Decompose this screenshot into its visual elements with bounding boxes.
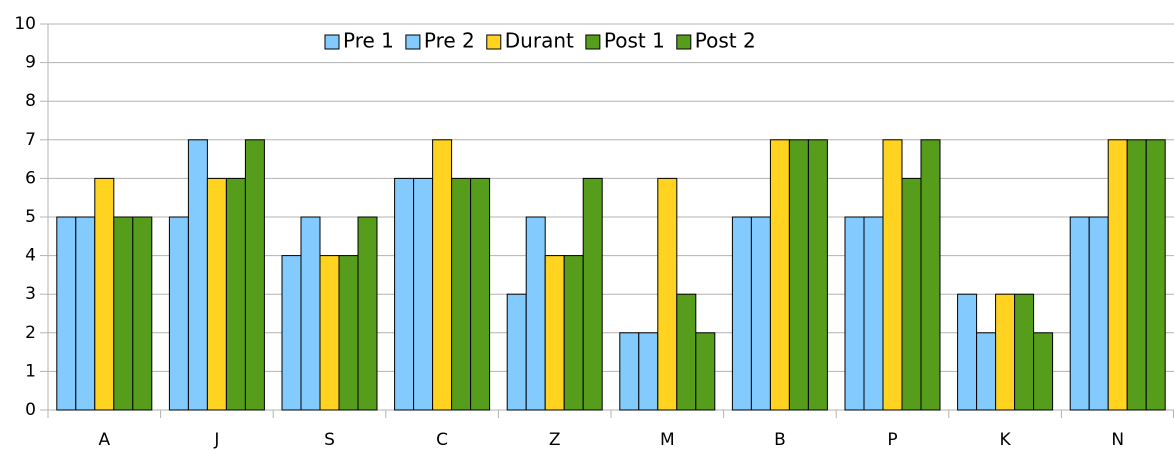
bar — [300, 216, 321, 411]
x-tick-label: C — [436, 430, 448, 450]
y-tick-label: 9 — [25, 53, 36, 73]
bar — [75, 216, 96, 411]
bar — [807, 139, 828, 411]
y-tick-label: 1 — [25, 361, 36, 381]
legend-swatch — [405, 34, 421, 50]
x-tick-label: N — [1111, 430, 1124, 450]
bar — [1014, 293, 1035, 411]
x-tick-label: J — [213, 430, 219, 450]
bar — [413, 177, 434, 411]
bar — [281, 255, 302, 411]
bar — [731, 216, 752, 411]
bar — [901, 177, 922, 411]
x-tick-label: K — [1000, 430, 1012, 450]
bar — [657, 177, 678, 411]
bar — [619, 332, 640, 411]
bar — [1107, 139, 1128, 411]
y-tick-label: 5 — [25, 207, 36, 227]
bar — [995, 293, 1016, 411]
x-tick-label: Z — [549, 430, 561, 450]
x-tick-label: M — [660, 430, 675, 450]
bar — [113, 216, 134, 411]
bar — [187, 139, 208, 411]
bar — [788, 139, 809, 411]
y-tick-label: 10 — [14, 14, 36, 34]
bar — [844, 216, 865, 411]
y-tick-label: 0 — [25, 400, 36, 420]
bar — [432, 139, 453, 411]
bar — [638, 332, 659, 411]
bar — [1033, 332, 1054, 411]
bar — [544, 255, 565, 411]
bar — [225, 177, 246, 411]
bar — [506, 293, 527, 411]
bar — [319, 255, 340, 411]
bar — [750, 216, 771, 411]
x-tick-label: P — [887, 430, 897, 450]
bar — [94, 177, 115, 411]
bar — [976, 332, 997, 411]
bar — [920, 139, 941, 411]
y-tick-label: 2 — [25, 323, 36, 343]
bar — [863, 216, 884, 411]
legend-swatch — [324, 34, 340, 50]
legend-swatch — [585, 34, 601, 50]
legend-label: Post 2 — [695, 29, 756, 53]
bar — [1145, 139, 1166, 411]
legend-label: Durant — [505, 29, 574, 53]
bar — [882, 139, 903, 411]
bar — [357, 216, 378, 411]
x-tick-label: A — [98, 430, 110, 450]
legend-label: Post 1 — [604, 29, 665, 53]
bar — [470, 177, 491, 411]
legend-label: Pre 2 — [424, 29, 475, 53]
bar — [769, 139, 790, 411]
bar — [132, 216, 153, 411]
bar — [563, 255, 584, 411]
bar — [957, 293, 978, 411]
bar — [168, 216, 189, 411]
bar — [1088, 216, 1109, 411]
bar — [676, 293, 697, 411]
bar — [1069, 216, 1090, 411]
bar — [525, 216, 546, 411]
bar — [338, 255, 359, 411]
bar — [244, 139, 265, 411]
bar — [394, 177, 415, 411]
legend-swatch — [676, 34, 692, 50]
x-tick-label: B — [774, 430, 786, 450]
bar — [695, 332, 716, 411]
x-tick-label: S — [324, 430, 335, 450]
y-tick-label: 4 — [25, 246, 36, 266]
y-tick-label: 7 — [25, 130, 36, 150]
bar — [56, 216, 77, 411]
bar — [582, 177, 603, 411]
y-tick-label: 8 — [25, 91, 36, 111]
bar — [206, 177, 227, 411]
legend-label: Pre 1 — [343, 29, 394, 53]
legend-swatch — [486, 34, 502, 50]
y-tick-label: 6 — [25, 168, 36, 188]
bar — [451, 177, 472, 411]
legend: Pre 1 Pre 2 Durant Post 1 Post 2 — [324, 29, 756, 53]
y-tick-label: 3 — [25, 284, 36, 304]
bar — [1126, 139, 1147, 411]
